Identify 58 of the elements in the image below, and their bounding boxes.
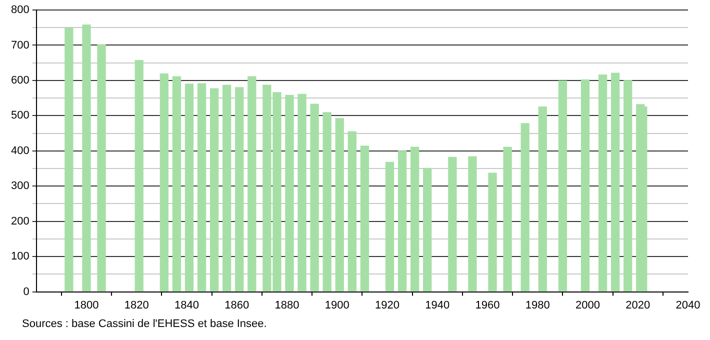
x-tick-label: 1800: [74, 299, 99, 312]
bar: [235, 87, 244, 292]
y-tick-label: 600: [10, 74, 30, 86]
x-tick-label: 1840: [174, 299, 199, 312]
bar: [160, 73, 169, 292]
y-tick-label: 800: [10, 4, 30, 16]
bar: [624, 80, 632, 292]
y-tick-label: 300: [10, 180, 30, 192]
bar: [503, 146, 512, 292]
x-tick-label: 2040: [676, 299, 700, 312]
bar: [134, 60, 144, 292]
bar: [172, 76, 182, 292]
bar: [210, 88, 219, 292]
bar: [97, 44, 106, 292]
x-tick-label: 1960: [475, 299, 500, 312]
bar: [468, 156, 477, 292]
bar: [638, 106, 648, 292]
bar: [285, 94, 294, 292]
bar: [520, 123, 530, 292]
bar: [423, 168, 432, 292]
bar: [64, 28, 74, 292]
bar: [610, 72, 620, 292]
bar: [197, 83, 206, 292]
x-tick-label: 1860: [224, 299, 250, 312]
y-tick-label: 100: [10, 250, 30, 263]
x-tick-label: 1880: [274, 299, 300, 312]
y-tick-label: 200: [10, 215, 30, 228]
bar: [82, 24, 91, 292]
x-tick-label: 1940: [425, 299, 450, 312]
bar: [322, 112, 332, 292]
bar: [580, 79, 590, 292]
bar: [348, 131, 356, 292]
y-tick-label: 700: [10, 39, 30, 52]
bar: [558, 80, 568, 292]
x-tick-label: 1980: [525, 299, 550, 312]
bar: [248, 76, 256, 292]
y-tick-label: 400: [10, 144, 30, 157]
x-tick-label: 2000: [576, 299, 600, 312]
bar: [385, 162, 394, 292]
bar: [184, 84, 194, 292]
bar: [222, 84, 232, 292]
x-tick-label: 1900: [324, 299, 350, 312]
y-tick-label: 500: [10, 110, 30, 122]
source-note: Sources : base Cassini de l'EHESS et base Insee.: [22, 318, 267, 330]
x-tick-label: 2020: [626, 299, 650, 312]
x-tick-label: 1820: [124, 299, 149, 312]
bar: [410, 146, 420, 292]
bar: [310, 104, 319, 292]
x-tick-label: 1920: [375, 299, 400, 312]
y-tick-label: 0: [23, 286, 30, 298]
bar: [598, 74, 608, 292]
bar: [538, 106, 547, 292]
bar: [398, 150, 407, 292]
bar: [335, 118, 344, 292]
bar: [448, 156, 457, 292]
bar: [360, 146, 370, 292]
bar: [488, 172, 497, 292]
bar: [298, 94, 306, 292]
